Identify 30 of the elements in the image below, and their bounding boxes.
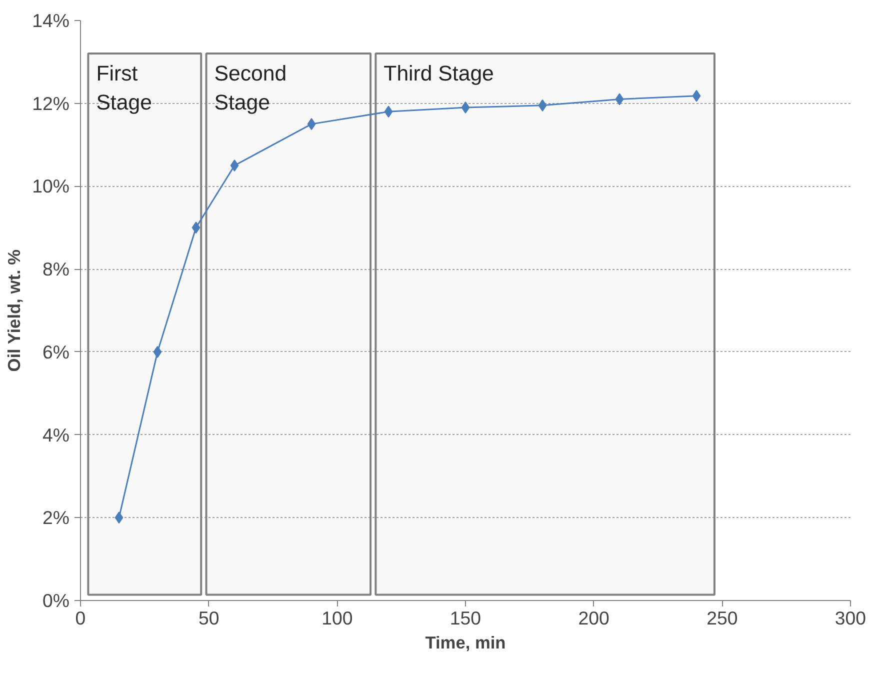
point: [615, 93, 624, 106]
x-tick-label: 250: [706, 608, 738, 628]
y-tick-label: 0%: [42, 590, 70, 611]
point: [153, 346, 162, 358]
x-tick-label: 300: [834, 608, 866, 628]
y-tick-label: 6%: [42, 341, 70, 362]
x-axis-title: Time, min: [425, 632, 506, 652]
point: [230, 160, 239, 172]
x-tick-label: 100: [322, 608, 353, 628]
y-tick-label: 10%: [32, 176, 70, 197]
x-tick-label: 0: [75, 608, 86, 628]
y-tick-label: 2%: [42, 507, 70, 528]
point: [538, 99, 547, 112]
y-tick-label: 12%: [32, 92, 70, 114]
point: [692, 90, 701, 102]
y-tick-label: 4%: [42, 424, 70, 446]
x-tick-label: 200: [578, 608, 610, 628]
band-label: Third Stage: [384, 62, 494, 86]
point: [384, 106, 393, 118]
point: [114, 512, 124, 524]
x-tick-label: 50: [198, 608, 220, 628]
band-label: Second Stage: [214, 62, 287, 114]
point: [307, 118, 316, 130]
point: [461, 102, 470, 114]
x-tick-label: 150: [450, 608, 482, 628]
point: [192, 222, 200, 234]
y-axis-title: Oil Yield, wt. %: [4, 250, 24, 372]
y-tick-label: 14%: [32, 10, 70, 31]
y-tick-label: 8%: [42, 258, 70, 280]
band-label: First Stage: [96, 62, 152, 114]
